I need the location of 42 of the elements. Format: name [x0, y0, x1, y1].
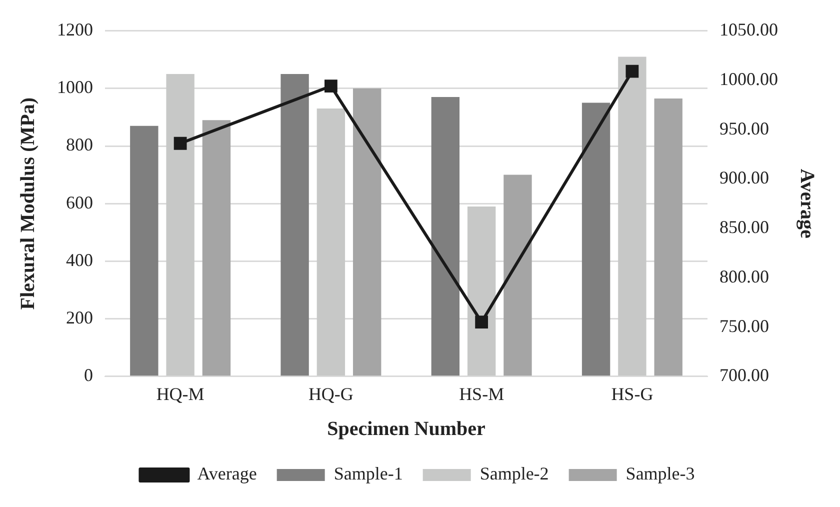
x-tick-label: HQ-G: [308, 384, 354, 404]
y-tick-label: 600: [66, 192, 93, 212]
y2-tick-label: 700.00: [720, 365, 769, 386]
y-tick-label: 1000: [57, 77, 93, 98]
x-tick-label: HQ-M: [156, 384, 204, 404]
bar: [352, 88, 382, 376]
point: [174, 136, 187, 150]
y2-tick-label: 1050.00: [720, 20, 778, 40]
bar: [431, 97, 460, 376]
legend-label: Sample-1: [334, 464, 403, 484]
y-tick-label: 200: [66, 308, 93, 328]
y2-tick-label: 750.00: [720, 316, 769, 336]
y2-tick-label: 800.00: [720, 266, 769, 286]
y2-tick-label: 950.00: [720, 118, 769, 138]
bar: [280, 74, 309, 376]
bar: [582, 102, 610, 376]
y-tick-label: 400: [66, 250, 93, 270]
bar: [467, 206, 496, 376]
legend-label: Sample-2: [480, 464, 549, 484]
y-tick-label: 1200: [57, 20, 93, 40]
y2-tick-label: 1000.00: [720, 68, 778, 89]
bar: [654, 98, 682, 376]
y-axis-title: Flexural Modulus (MPa): [17, 97, 40, 310]
y-tick-label: 0: [84, 365, 93, 386]
x-axis-title: Specimen Number: [327, 418, 486, 440]
legend-label: Sample-3: [626, 464, 695, 484]
x-tick-label: HS-G: [611, 384, 654, 404]
bar: [316, 108, 346, 376]
x-tick-label: HS-M: [459, 384, 504, 404]
point: [475, 316, 488, 329]
bar: [130, 126, 158, 376]
bar: [504, 174, 532, 376]
y-tick-label: 800: [66, 134, 93, 155]
legend-label: Average: [197, 464, 257, 484]
point: [626, 64, 639, 78]
y2-tick-label: 900.00: [720, 168, 769, 188]
y2-tick-label: 850.00: [720, 217, 769, 238]
bar: [618, 56, 646, 376]
y2-axis-title: Average: [796, 168, 818, 239]
point: [324, 80, 338, 93]
bar: [166, 74, 194, 376]
bar: [202, 120, 231, 376]
